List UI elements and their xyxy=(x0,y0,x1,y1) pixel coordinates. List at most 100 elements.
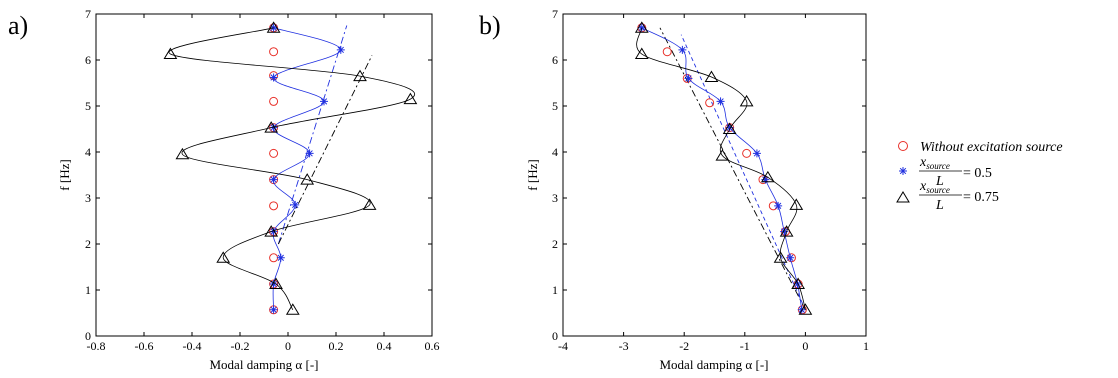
triangle-marker xyxy=(264,121,279,133)
x-tick-label: -1 xyxy=(740,339,750,353)
triangle-marker xyxy=(266,21,281,33)
y-tick-label: 3 xyxy=(85,191,91,205)
circle-marker xyxy=(269,148,279,158)
star-marker xyxy=(269,227,278,236)
y-axis-label: f [Hz] xyxy=(525,159,540,190)
x-axis-label: Modal damping α [-] xyxy=(660,357,769,372)
circle-marker xyxy=(705,98,715,108)
triangle-marker xyxy=(773,251,788,263)
star-marker xyxy=(793,280,802,289)
star-marker xyxy=(276,253,285,262)
circle-marker xyxy=(269,96,279,106)
x-tick-label: 0.2 xyxy=(329,339,344,353)
y-tick-label: 0 xyxy=(85,329,91,343)
circle-marker-icon xyxy=(898,141,908,151)
y-tick-label: 6 xyxy=(552,53,558,67)
y-tick-label: 7 xyxy=(552,7,558,21)
plot-frame xyxy=(562,13,867,337)
star-marker xyxy=(774,201,783,210)
triangle-marker xyxy=(715,149,730,161)
y-tick-label: 7 xyxy=(85,7,91,21)
legend-value: = 0.75 xyxy=(963,190,999,205)
y-tick-label: 5 xyxy=(552,99,558,113)
legend: Without excitation source xsource L = 0.… xyxy=(896,140,1063,213)
panel-a: a) Modal damping α [-] f [Hz] -0.8 -0.6 -0… xyxy=(8,7,440,372)
y-tick-label: 1 xyxy=(85,283,91,297)
star-marker-icon xyxy=(899,167,907,175)
x-tick-label: -0.4 xyxy=(183,339,202,353)
x-tick-label: -3 xyxy=(619,339,629,353)
y-tick-label: 1 xyxy=(552,283,558,297)
triangle-marker xyxy=(634,47,649,60)
star-marker xyxy=(725,123,734,132)
star-marker xyxy=(269,175,278,184)
x-tick-label: 1 xyxy=(863,339,869,353)
star-marker xyxy=(269,123,278,132)
legend-item-without-source: Without excitation source xyxy=(898,140,1063,155)
triangle-marker xyxy=(634,21,649,33)
star-marker xyxy=(320,97,328,106)
axis-ticks: -0.8 -0.6 -0.4 -0.2 0 0.2 0.4 0.6 0 1 2 3 4 5 6 7 xyxy=(85,7,440,353)
triangle-marker xyxy=(722,122,737,134)
star-marker xyxy=(269,73,278,82)
star-marker xyxy=(780,227,789,236)
star-marker xyxy=(786,253,795,262)
triangle-marker xyxy=(403,92,418,105)
star-marker xyxy=(305,149,314,158)
circle-marker xyxy=(269,253,279,263)
x-tick-label: 0 xyxy=(285,339,291,353)
star-marker xyxy=(269,280,278,289)
triangle-marker xyxy=(760,170,775,183)
x-tick-label: 0.6 xyxy=(425,339,440,353)
y-tick-label: 3 xyxy=(552,191,558,205)
x-axis-label: Modal damping α [-] xyxy=(210,357,319,372)
triangle-marker xyxy=(264,225,279,237)
plot-marks xyxy=(163,21,418,315)
legend-item-source-0-75: xsource L = 0.75 xyxy=(896,179,999,213)
y-tick-label: 5 xyxy=(85,99,91,113)
numerator-symbol: x xyxy=(919,179,927,194)
star-marker xyxy=(684,74,693,83)
y-tick-label: 2 xyxy=(552,237,558,251)
triangle-marker xyxy=(362,198,377,210)
trend-line xyxy=(277,25,348,245)
y-tick-label: 2 xyxy=(85,237,91,251)
numerator-symbol: x xyxy=(919,155,927,170)
y-axis-label: f [Hz] xyxy=(57,159,72,190)
triangle-marker xyxy=(285,303,300,315)
x-tick-label: 0.4 xyxy=(377,339,392,353)
triangle-marker xyxy=(704,70,719,83)
trend-line xyxy=(277,55,373,245)
panel-label: b) xyxy=(479,11,501,40)
triangle-marker-icon xyxy=(896,191,910,203)
numerator-subscript: source xyxy=(926,185,950,195)
star-marker xyxy=(269,23,278,32)
star-marker xyxy=(752,149,761,158)
x-tick-label: -2 xyxy=(679,339,689,353)
x-tick-label: -0.2 xyxy=(231,339,250,353)
legend-fraction-denominator: L xyxy=(935,174,944,189)
panel-b: b) Modal damping α [-] f [Hz] -4 -3 -2 -1 0 1… xyxy=(479,7,869,372)
star-marker xyxy=(899,167,907,175)
legend-fraction-denominator: L xyxy=(935,198,944,213)
legend-fraction-numerator: xsource xyxy=(919,179,950,195)
legend-fraction-numerator: xsource xyxy=(919,155,950,171)
legend-item-source-0-5: xsource L = 0.5 xyxy=(899,155,992,189)
y-tick-label: 4 xyxy=(552,145,558,159)
triangle-marker xyxy=(798,303,813,315)
trend-line xyxy=(659,27,806,310)
circle-marker xyxy=(269,201,279,211)
series-line xyxy=(641,27,803,310)
triangle-marker xyxy=(216,251,231,263)
x-tick-label: -0.8 xyxy=(87,339,106,353)
legend-label: Without excitation source xyxy=(920,140,1063,155)
trend-line xyxy=(680,34,806,310)
y-tick-label: 6 xyxy=(85,53,91,67)
x-tick-label: -4 xyxy=(558,339,568,353)
triangle-marker xyxy=(739,94,754,107)
circle-marker xyxy=(269,47,279,57)
plot-marks xyxy=(634,21,813,315)
triangle-marker xyxy=(791,277,806,290)
numerator-subscript: source xyxy=(926,161,950,171)
